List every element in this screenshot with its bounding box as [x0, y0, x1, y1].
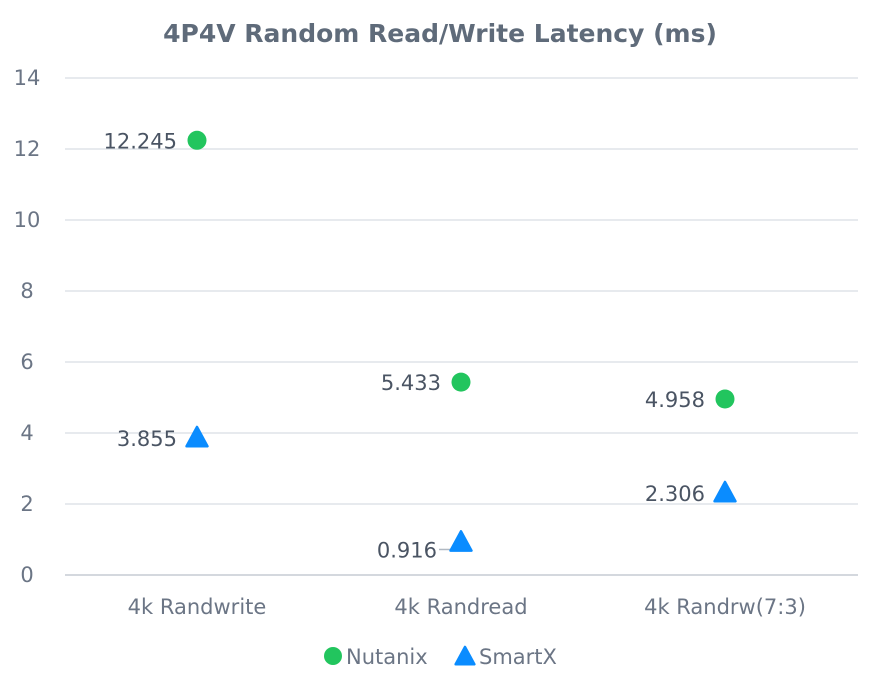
x-axis-ticks: 4k Randwrite 4k Randread 4k Randrw(7:3) — [128, 595, 806, 619]
nutanix-point — [451, 372, 471, 392]
smartx-point — [713, 480, 737, 503]
y-tick-label: 8 — [20, 279, 33, 303]
x-tick-label: 4k Randrw(7:3) — [644, 595, 806, 619]
data-label: 12.245 — [104, 129, 177, 153]
data-label: 2.306 — [645, 482, 705, 506]
legend-nutanix-marker — [324, 647, 342, 665]
chart-title: 4P4V Random Read/Write Latency (ms) — [163, 19, 717, 48]
smartx-point — [185, 425, 209, 448]
nutanix-point — [715, 389, 735, 409]
x-tick-label: 4k Randwrite — [128, 595, 267, 619]
y-tick-label: 10 — [14, 208, 41, 232]
data-label: 4.958 — [645, 388, 705, 412]
legend-smartx-label: SmartX — [479, 645, 557, 669]
y-tick-label: 14 — [14, 66, 41, 90]
y-axis-ticks: 0 2 4 6 8 10 12 14 — [14, 66, 41, 587]
y-tick-label: 0 — [20, 563, 33, 587]
data-label: 5.433 — [381, 371, 441, 395]
data-marks — [185, 130, 737, 552]
x-tick-label: 4k Randread — [394, 595, 527, 619]
grid-layer — [65, 77, 858, 576]
y-tick-label: 6 — [20, 350, 33, 374]
nutanix-point — [187, 130, 207, 150]
data-label: 3.855 — [117, 427, 177, 451]
data-label: 0.916 — [377, 538, 437, 562]
data-labels: 12.245 5.433 4.958 3.855 0.916 2.306 — [104, 129, 705, 562]
y-tick-label: 4 — [20, 421, 33, 445]
legend-smartx-marker — [454, 645, 476, 666]
legend: Nutanix SmartX — [324, 645, 557, 669]
y-tick-label: 12 — [14, 137, 41, 161]
y-tick-label: 2 — [20, 492, 33, 516]
legend-nutanix-label: Nutanix — [346, 645, 428, 669]
smartx-point — [449, 530, 473, 552]
